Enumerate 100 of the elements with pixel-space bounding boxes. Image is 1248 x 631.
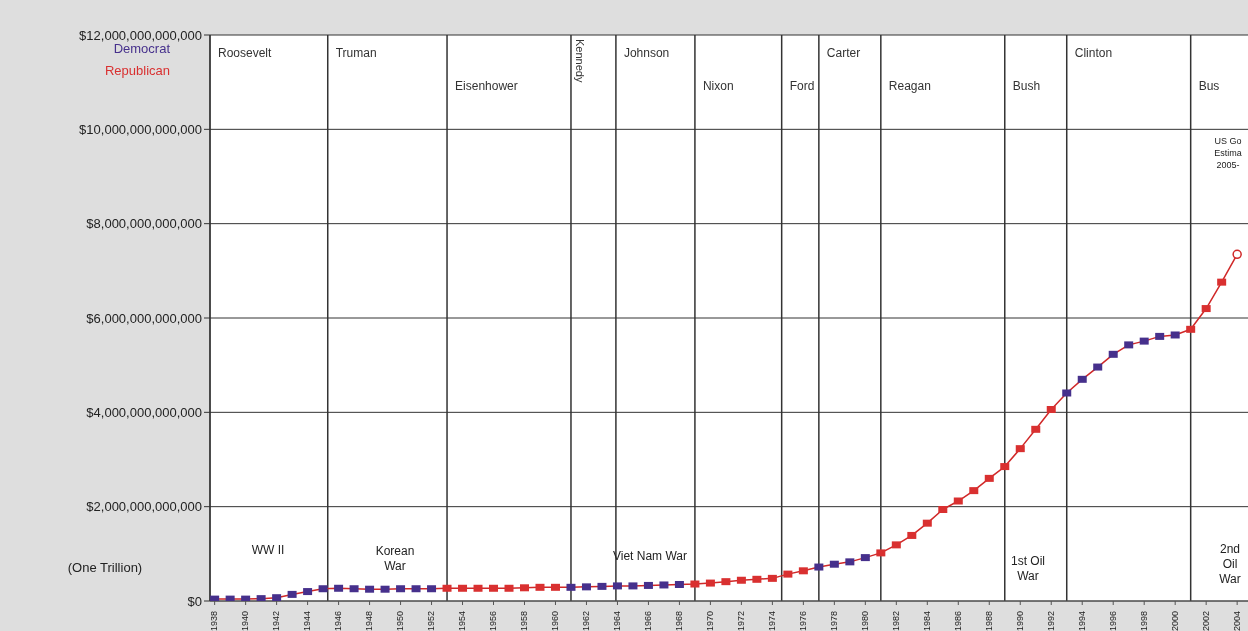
point (581, 583, 591, 591)
y-tick-label: $10,000,000,000,000 (79, 121, 202, 137)
point (938, 506, 948, 513)
x-tick-label: 1970 (704, 611, 715, 631)
point (798, 567, 808, 575)
point (628, 582, 638, 590)
point (458, 584, 468, 592)
point (922, 519, 932, 527)
point (612, 582, 622, 590)
point (1093, 363, 1103, 371)
point (1186, 325, 1196, 333)
point (953, 497, 963, 505)
x-tick-label: 1990 (1014, 611, 1025, 631)
y-tick-label: $8,000,000,000,000 (86, 216, 202, 232)
x-tick-label: 1980 (859, 611, 870, 631)
point (1217, 278, 1227, 286)
x-tick-label: 1966 (642, 611, 653, 631)
point (272, 594, 282, 601)
point (736, 576, 746, 584)
x-tick-label: 1948 (363, 611, 374, 631)
ref-line-label: Eisenhower (455, 79, 518, 93)
point (829, 560, 839, 568)
annotation: 2nd Oil War (1218, 542, 1242, 587)
point (1108, 350, 1118, 358)
point (318, 585, 328, 593)
x-tick-label: 1974 (766, 611, 777, 631)
text: Democrat (113, 41, 170, 58)
point (520, 584, 529, 592)
x-tick-label: 1952 (425, 611, 436, 631)
point (287, 590, 297, 598)
ref-line-label: Bush (1012, 79, 1041, 93)
ref-line-label: Bus (1198, 79, 1220, 93)
point (876, 549, 886, 557)
annotation: US Go Estima 2005- (1213, 135, 1243, 171)
x-tick-label: 1960 (549, 611, 560, 631)
point (334, 584, 344, 592)
x-tick-label: 1996 (1107, 611, 1118, 631)
x-tick-label: 1976 (797, 611, 808, 631)
point (1139, 337, 1149, 345)
x-tick-label: 1972 (735, 611, 746, 631)
point (1155, 332, 1165, 340)
x-tick-label: 1950 (394, 611, 405, 631)
point (721, 578, 731, 586)
x-tick-label: 2002 (1200, 611, 1211, 631)
point (674, 580, 684, 588)
ref-line-label: Nixon (702, 79, 734, 93)
x-tick-label: 1964 (611, 611, 622, 631)
point (643, 581, 653, 589)
point (1031, 425, 1041, 433)
x-tick-label: 1962 (580, 611, 591, 631)
point (705, 579, 715, 587)
point (1232, 249, 1242, 260)
point (891, 541, 901, 549)
x-tick-label: 1958 (518, 611, 529, 631)
point (659, 581, 669, 589)
point (1201, 305, 1211, 313)
y-tick-label: $0 (187, 593, 202, 609)
point (814, 563, 824, 571)
ref-line-label: Roosevelt (218, 46, 273, 60)
point (365, 585, 375, 593)
ref-line-label: Reagan (888, 79, 931, 93)
point (303, 588, 313, 596)
y-tick-label: $4,000,000,000,000 (86, 404, 202, 420)
ref-line-label: Johnson (623, 46, 670, 60)
point (783, 570, 793, 578)
x-tick-label: 1988 (983, 611, 994, 631)
ref-line-label: Kennedy (574, 39, 587, 83)
x-tick-label: 1956 (487, 611, 498, 631)
point (427, 585, 437, 593)
x-tick-label: 1938 (209, 611, 220, 631)
point (1077, 375, 1087, 383)
x-tick-label: 1984 (921, 611, 932, 631)
point (1062, 389, 1072, 397)
y-tick-label: $12,000,000,000,000 (79, 27, 202, 43)
point (1015, 445, 1025, 453)
y-tick-label: $2,000,000,000,000 (86, 499, 202, 515)
x-tick-label: 1992 (1045, 611, 1056, 631)
point (1046, 406, 1056, 413)
x-tick-label: 1942 (270, 611, 281, 631)
y-tick-label: $6,000,000,000,000 (86, 310, 202, 326)
x-tick-label: 1978 (828, 611, 839, 631)
text: (One Trillion) (66, 560, 144, 575)
x-tick-label: 1946 (332, 611, 343, 631)
point (860, 554, 870, 562)
ref-line-label: Ford (789, 79, 815, 93)
point (550, 583, 560, 591)
x-tick-label: 2004 (1231, 611, 1242, 631)
ref-line-label: Carter (826, 46, 861, 60)
point (442, 584, 452, 592)
x-tick-label: 1944 (301, 611, 312, 631)
point (411, 585, 421, 593)
point (767, 574, 777, 582)
point (597, 582, 607, 590)
point (489, 584, 499, 592)
x-tick-label: 1954 (456, 611, 467, 631)
point (504, 584, 514, 592)
point (1000, 463, 1010, 471)
point (984, 474, 994, 482)
x-tick-label: 1940 (240, 611, 251, 631)
point (907, 531, 917, 539)
